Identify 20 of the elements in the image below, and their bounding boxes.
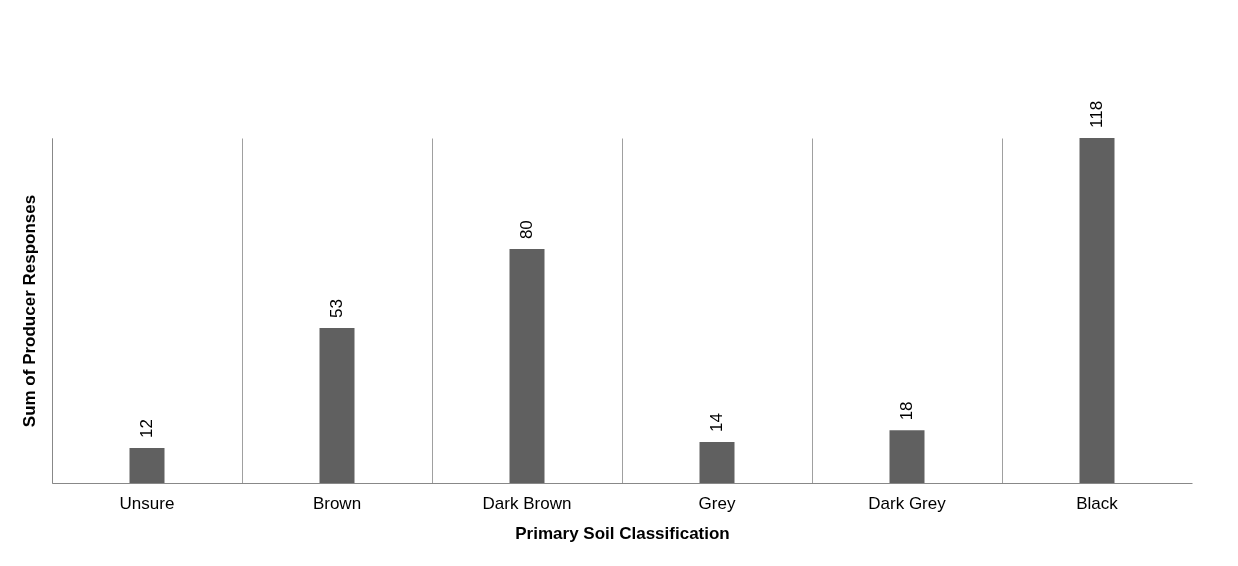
bar [1079, 138, 1115, 483]
data-label: 18 [897, 401, 916, 421]
bar [889, 430, 925, 483]
x-tick-label: Dark Grey [868, 493, 947, 513]
data-label: 12 [137, 418, 156, 438]
x-axis-title: Primary Soil Classification [515, 523, 730, 543]
x-tick-label: Unsure [119, 493, 175, 513]
bar [129, 447, 165, 483]
x-tick-label: Dark Brown [482, 493, 572, 513]
data-label: 53 [327, 299, 346, 319]
data-label: 14 [707, 413, 726, 433]
bar [699, 442, 735, 483]
y-axis-title: Sum of Producer Responses [19, 194, 39, 428]
bar [509, 249, 545, 483]
x-tick-label: Brown [312, 493, 362, 513]
data-label: 80 [517, 220, 536, 240]
x-tick-label: Grey [698, 493, 736, 513]
data-label: 118 [1087, 100, 1106, 128]
x-tick-label: Black [1076, 493, 1119, 513]
bar [319, 328, 355, 483]
